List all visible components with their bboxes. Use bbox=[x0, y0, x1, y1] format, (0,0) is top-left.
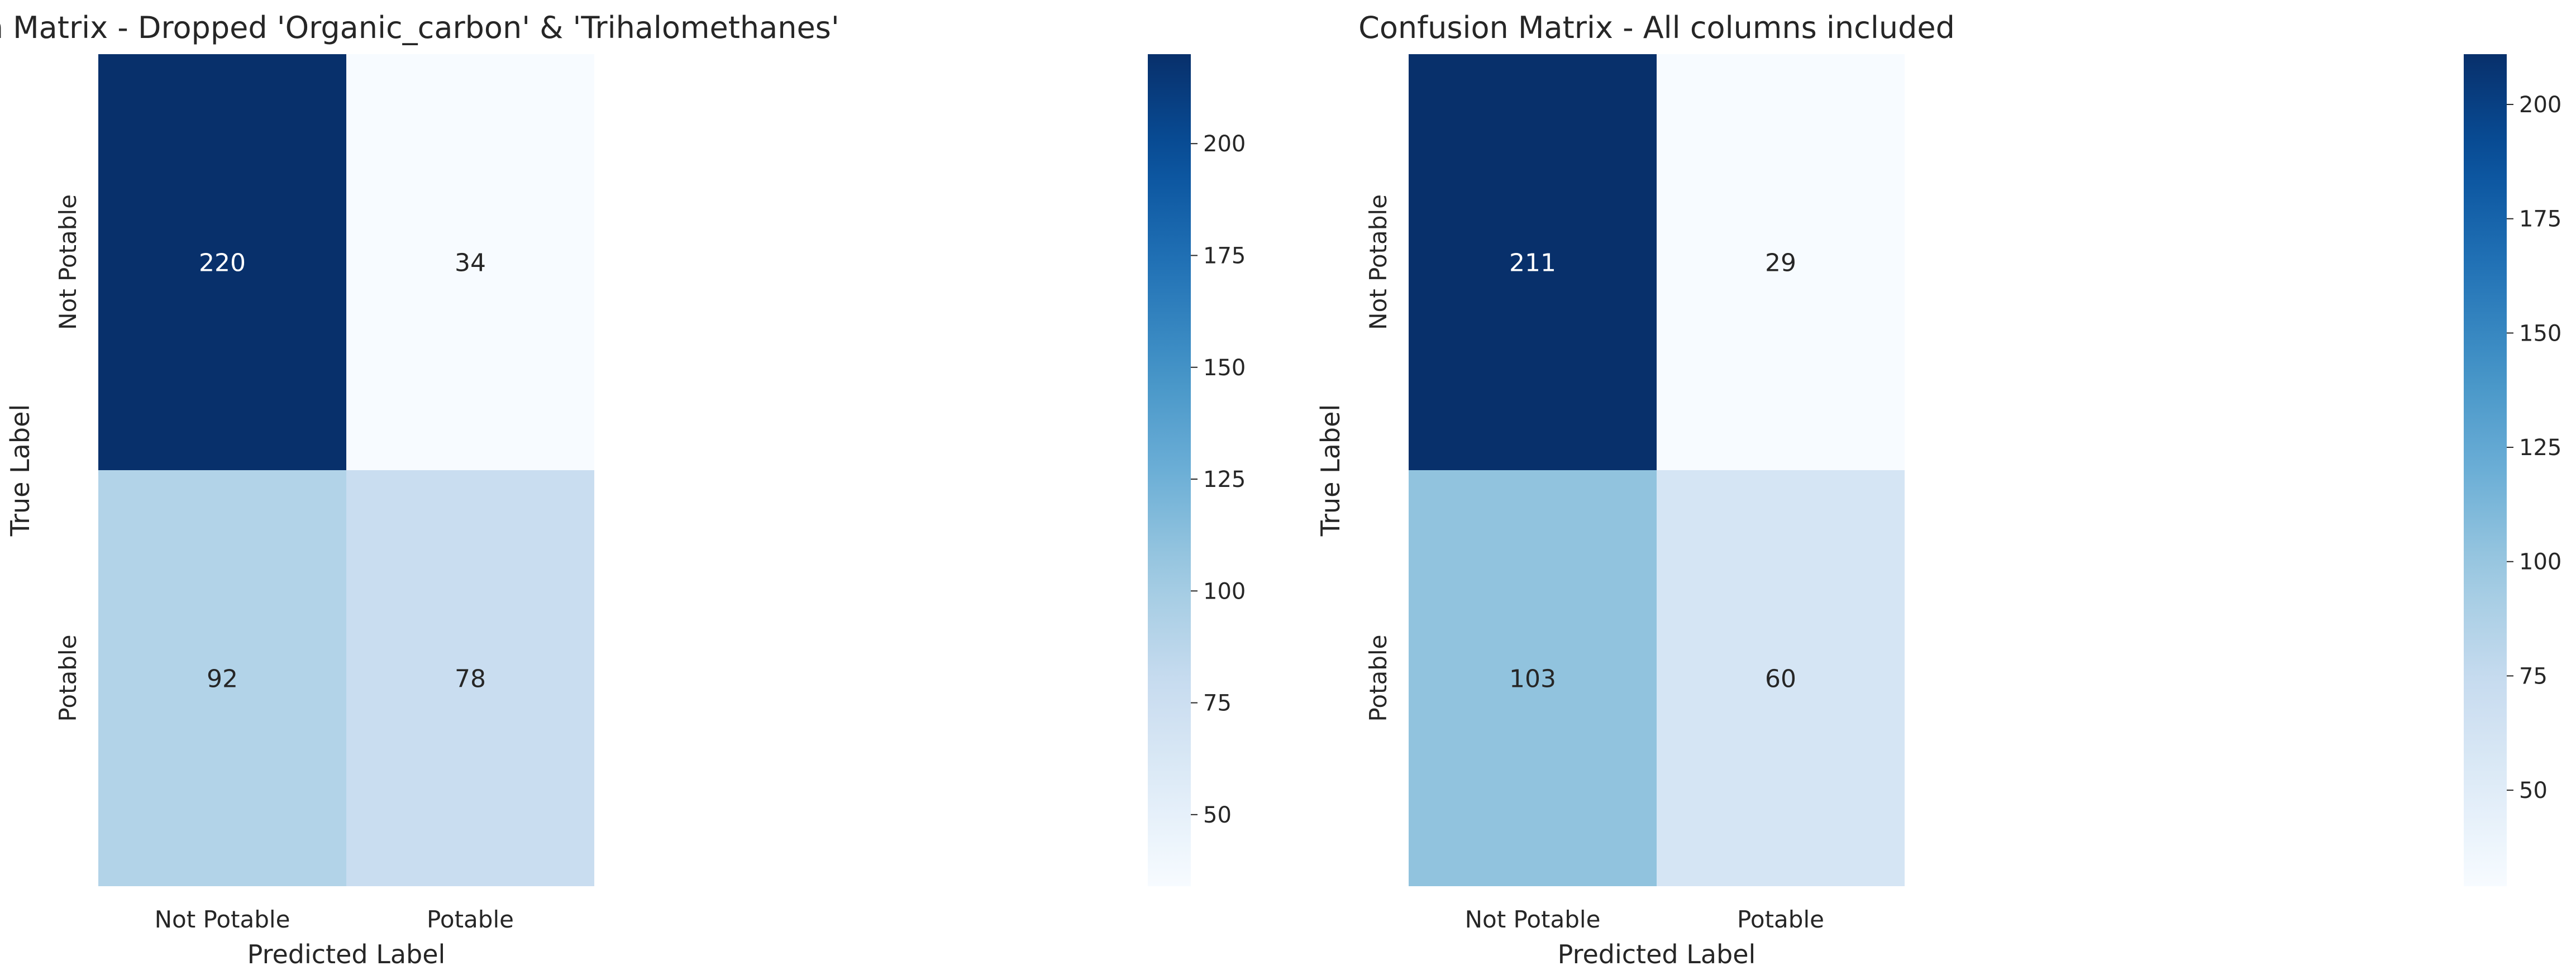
y-axis-label: True Label bbox=[5, 404, 35, 537]
x-tick-label: Not Potable bbox=[1465, 906, 1601, 933]
heatmap-cell bbox=[346, 54, 594, 470]
y-axis-label: True Label bbox=[1315, 404, 1346, 537]
colorbar-tick-label: 175 bbox=[1203, 243, 1246, 269]
y-tick-label: Not Potable bbox=[54, 194, 82, 330]
colorbar-tick-label: 125 bbox=[2519, 435, 2561, 461]
colorbar-tick-label: 100 bbox=[1203, 579, 1246, 604]
heatmap-cell bbox=[346, 470, 594, 886]
colorbar-tick-label: 100 bbox=[2519, 549, 2561, 575]
heatmap-cell bbox=[1657, 54, 1905, 470]
chart-title: Confusion Matrix - All columns included bbox=[1358, 10, 1955, 45]
x-tick-label: Not Potable bbox=[155, 906, 290, 933]
colorbar-tick-label: 75 bbox=[2519, 663, 2548, 689]
heatmap-cell bbox=[98, 470, 346, 886]
colorbar-tick-label: 175 bbox=[2519, 207, 2561, 232]
colorbar bbox=[1148, 54, 1191, 886]
colorbar-tick-label: 150 bbox=[1203, 355, 1246, 381]
x-tick-label: Potable bbox=[1737, 906, 1824, 933]
colorbar-tick-label: 125 bbox=[1203, 467, 1246, 493]
chart-title: Confusion Matrix - Dropped 'Organic_carb… bbox=[0, 10, 839, 45]
heatmap-cell bbox=[98, 54, 346, 470]
heatmap-cell bbox=[1657, 470, 1905, 886]
colorbar bbox=[2464, 54, 2507, 886]
confusion-matrix-panel-left: Confusion Matrix - Dropped 'Organic_carb… bbox=[0, 10, 1246, 969]
cell-value-label: 29 bbox=[1765, 249, 1796, 278]
cell-value-label: 211 bbox=[1509, 249, 1556, 278]
cell-value-label: 78 bbox=[455, 665, 486, 694]
x-tick-label: Potable bbox=[427, 906, 514, 933]
confusion-matrix-panel-right: Confusion Matrix - All columns included 2… bbox=[1315, 10, 2561, 969]
y-tick-label: Potable bbox=[54, 635, 82, 722]
colorbar-tick-label: 200 bbox=[1203, 131, 1246, 157]
y-tick-label: Not Potable bbox=[1365, 194, 1392, 330]
cell-value-label: 220 bbox=[199, 249, 246, 278]
x-axis-label: Predicted Label bbox=[1558, 939, 1756, 969]
colorbar-tick-label: 75 bbox=[1203, 691, 1232, 716]
y-tick-label: Potable bbox=[1365, 635, 1392, 722]
colorbar-tick-label: 150 bbox=[2519, 321, 2561, 346]
colorbar-tick-label: 50 bbox=[1203, 802, 1232, 828]
heatmap-cell bbox=[1409, 54, 1657, 470]
x-axis-label: Predicted Label bbox=[247, 939, 446, 969]
cell-value-label: 60 bbox=[1765, 665, 1796, 694]
cell-value-label: 34 bbox=[455, 249, 486, 278]
cell-value-label: 103 bbox=[1509, 665, 1556, 694]
colorbar-tick-label: 50 bbox=[2519, 778, 2548, 804]
heatmap-cell bbox=[1409, 470, 1657, 886]
cell-value-label: 92 bbox=[207, 665, 238, 694]
colorbar-tick-label: 200 bbox=[2519, 92, 2561, 118]
